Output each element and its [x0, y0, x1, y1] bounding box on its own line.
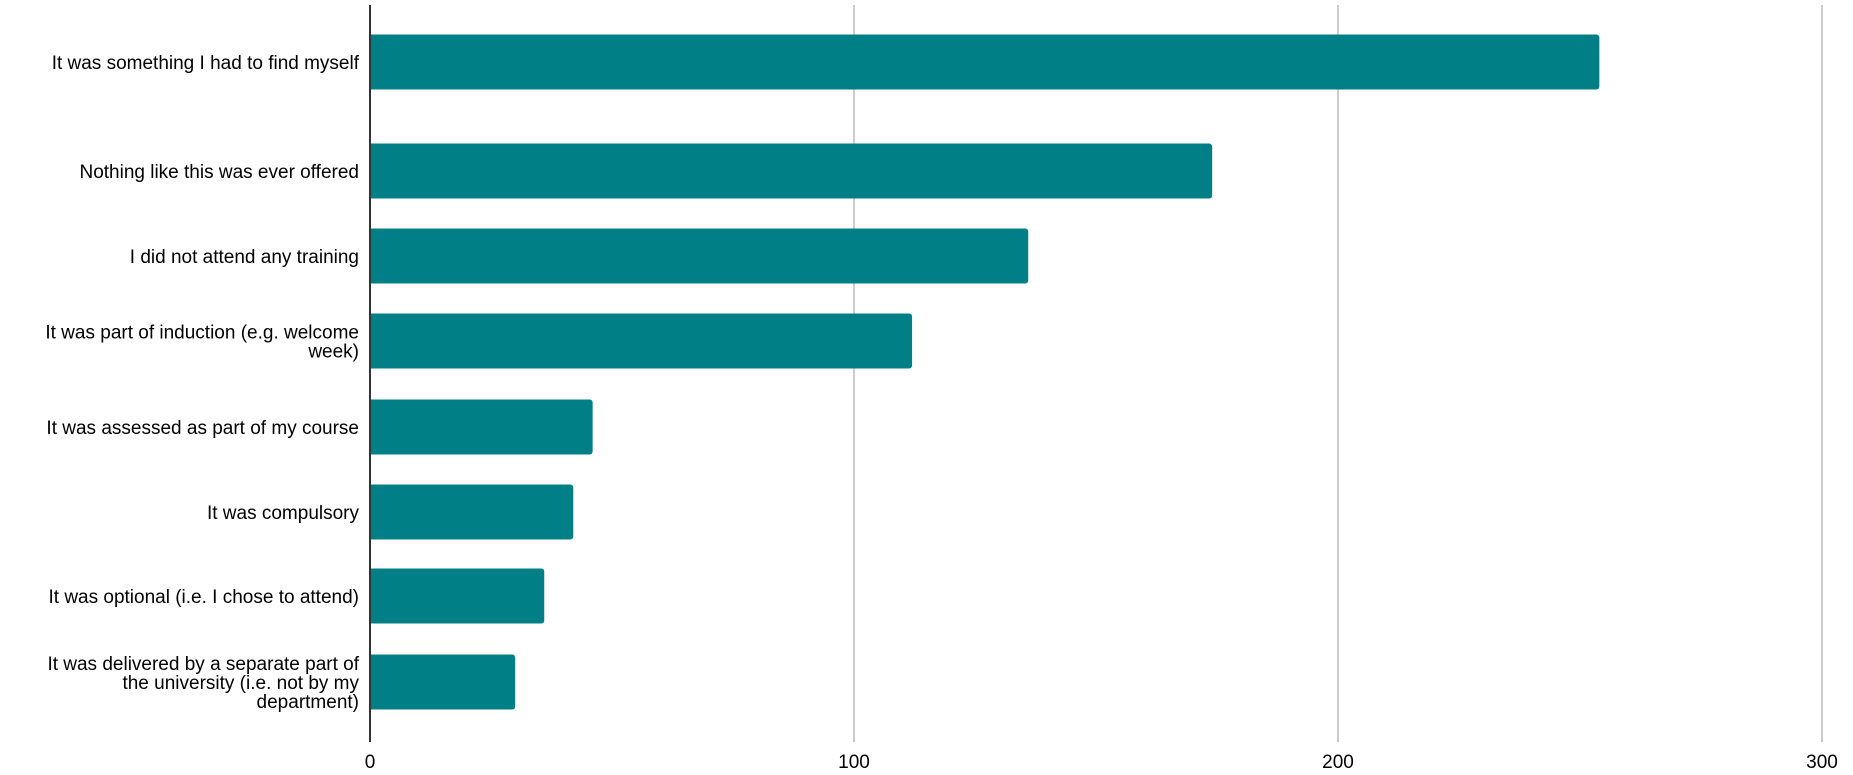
- bar-base: [370, 34, 374, 90]
- x-tick-label: 0: [365, 752, 376, 773]
- category-label-line: department): [257, 692, 359, 713]
- category-label: It was optional (i.e. I chose to attend): [48, 587, 359, 608]
- category-label-line: It was assessed as part of my course: [46, 418, 359, 439]
- bar: [370, 654, 516, 710]
- category-label-line: I did not attend any training: [130, 247, 359, 268]
- x-tick-label: 100: [838, 752, 870, 773]
- bar-base: [370, 228, 374, 284]
- category-label: Nothing like this was ever offered: [79, 162, 359, 183]
- bar: [370, 228, 1029, 284]
- bar: [370, 568, 545, 624]
- bar: [370, 484, 574, 540]
- category-label-line: the university (i.e. not by my: [122, 673, 359, 694]
- category-labels: It was something I had to find myself Not…: [45, 53, 359, 713]
- bar: [370, 313, 913, 369]
- category-label: I did not attend any training: [130, 247, 359, 268]
- category-label: It was part of induction (e.g. welcome we…: [45, 323, 359, 363]
- bar-base: [370, 399, 374, 455]
- gridlines: [853, 5, 1823, 742]
- bar: [370, 34, 1600, 90]
- category-label: It was compulsory: [207, 503, 360, 524]
- bar-base: [370, 484, 374, 540]
- category-label: It was something I had to find myself: [52, 53, 360, 74]
- category-label-line: It was optional (i.e. I chose to attend): [48, 587, 359, 608]
- x-tick-label: 200: [1322, 752, 1354, 773]
- category-label-line: Nothing like this was ever offered: [79, 162, 359, 183]
- bar: [370, 399, 593, 455]
- bars: [370, 34, 1600, 710]
- bar-base: [370, 313, 374, 369]
- bar-base: [370, 568, 374, 624]
- category-label-line: It was delivered by a separate part of: [47, 654, 359, 675]
- bar: [370, 143, 1213, 199]
- bar-base: [370, 143, 374, 199]
- category-label-line: week): [307, 342, 359, 363]
- category-label-line: It was something I had to find myself: [52, 53, 360, 74]
- bar-base: [370, 654, 374, 710]
- x-tick-labels: 0 100 200 300: [365, 752, 1838, 773]
- category-label-line: It was compulsory: [207, 503, 360, 524]
- x-tick-label: 300: [1806, 752, 1838, 773]
- category-label-line: It was part of induction (e.g. welcome: [45, 323, 359, 344]
- category-label: It was assessed as part of my course: [46, 418, 359, 439]
- category-label: It was delivered by a separate part of th…: [47, 654, 359, 713]
